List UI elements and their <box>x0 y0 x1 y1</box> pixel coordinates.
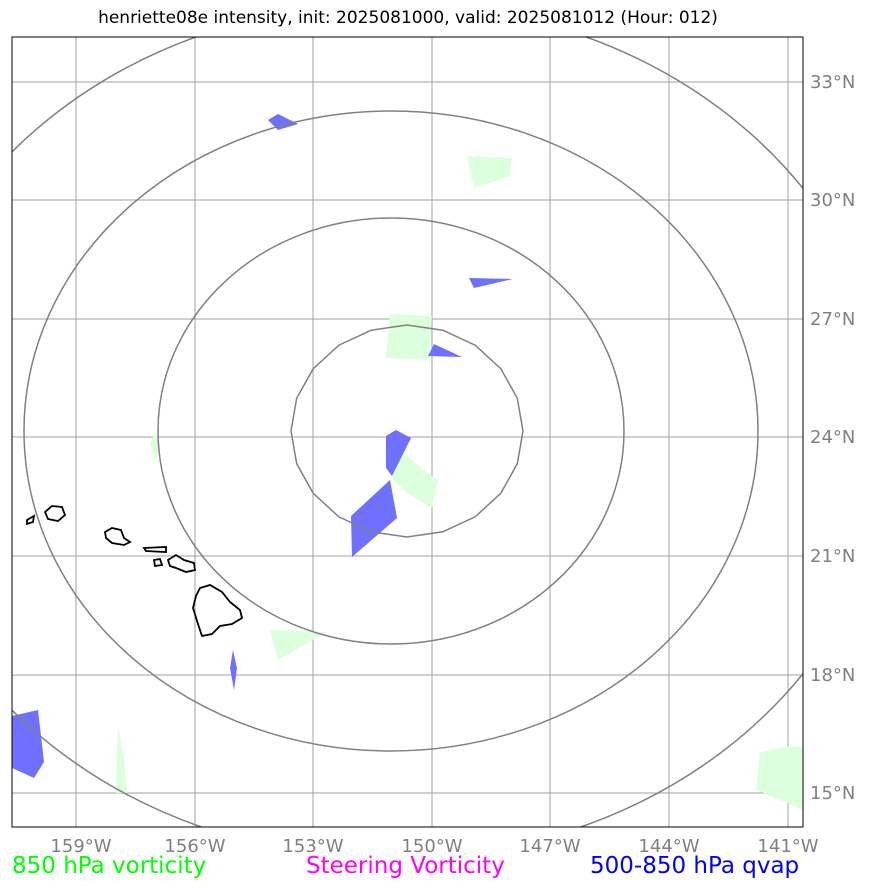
vorticity-patch <box>116 726 127 793</box>
qvap-patch <box>230 650 237 690</box>
range-rings <box>12 37 803 827</box>
qvap-patch <box>268 114 298 130</box>
island-molokai <box>142 546 167 553</box>
qvap-patch <box>12 710 44 778</box>
map-content <box>12 37 803 827</box>
legend-vorticity-850: 850 hPa vorticity <box>12 853 207 879</box>
lon-label: 150°W <box>401 836 462 857</box>
legend-qvap: 500-850 hPa qvap <box>590 853 800 879</box>
graticule <box>12 37 803 827</box>
lat-label: 18°N <box>810 665 855 686</box>
vorticity-850-fills <box>116 156 803 810</box>
island-oahu <box>104 527 132 546</box>
qvap-patch <box>428 344 462 357</box>
lat-label: 15°N <box>810 783 855 804</box>
vorticity-patch <box>756 746 803 810</box>
vorticity-patch <box>386 314 432 360</box>
lon-label: 144°W <box>638 836 699 857</box>
lat-label: 33°N <box>810 72 855 93</box>
lat-label: 24°N <box>810 427 855 448</box>
island-kauai <box>43 505 67 522</box>
island-lanai <box>152 557 164 568</box>
range-ring-4 <box>12 37 803 827</box>
map-frame <box>11 36 804 828</box>
island-hawaii <box>192 584 244 638</box>
range-ring-inner <box>290 324 524 538</box>
range-ring-3 <box>23 110 759 752</box>
coastlines <box>26 505 244 638</box>
range-ring-2 <box>157 217 625 645</box>
qvap-fills <box>12 114 513 778</box>
lat-label: 27°N <box>810 309 855 330</box>
lon-label: 147°W <box>519 836 580 857</box>
lon-label: 141°W <box>757 836 818 857</box>
lon-labels: 159°W 156°W 153°W 150°W 147°W 144°W 141°… <box>50 836 818 857</box>
qvap-patch <box>351 480 397 557</box>
lon-label: 153°W <box>282 836 343 857</box>
legend-steering-vorticity: Steering Vorticity <box>306 853 505 879</box>
lat-label: 21°N <box>810 546 855 567</box>
lon-label: 159°W <box>50 836 111 857</box>
qvap-patch <box>386 430 411 476</box>
vorticity-patch <box>270 630 326 660</box>
lat-label: 30°N <box>810 190 855 211</box>
island-niihau <box>26 514 36 526</box>
qvap-patch <box>469 278 513 288</box>
map-title: henriette08e intensity, init: 2025081000… <box>98 8 718 28</box>
lon-label: 156°W <box>164 836 225 857</box>
vorticity-patch <box>467 156 512 188</box>
lat-labels: 33°N 30°N 27°N 24°N 21°N 18°N 15°N <box>810 72 855 804</box>
island-maui <box>166 553 197 573</box>
